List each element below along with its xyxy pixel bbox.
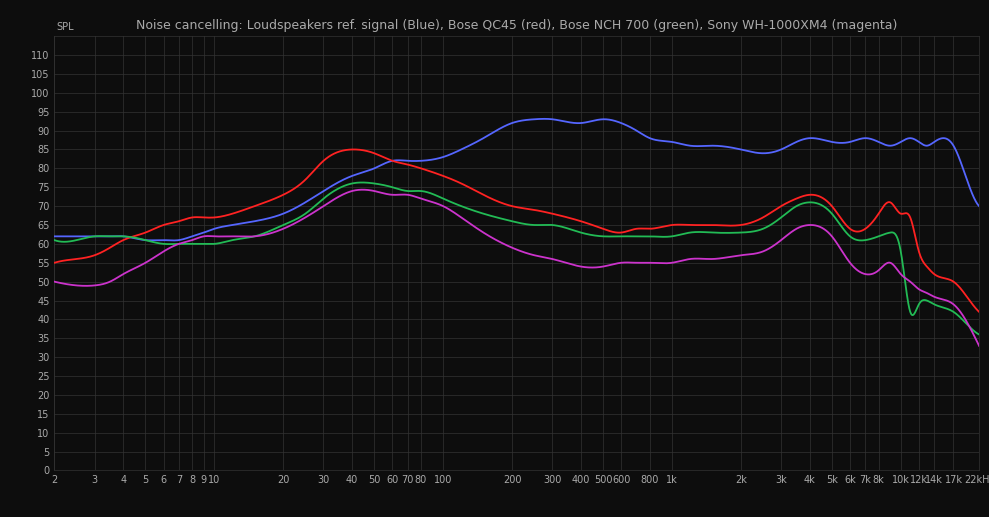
Text: SPL: SPL xyxy=(56,22,74,32)
Title: Noise cancelling: Loudspeakers ref. signal (Blue), Bose QC45 (red), Bose NCH 700: Noise cancelling: Loudspeakers ref. sign… xyxy=(136,19,897,32)
